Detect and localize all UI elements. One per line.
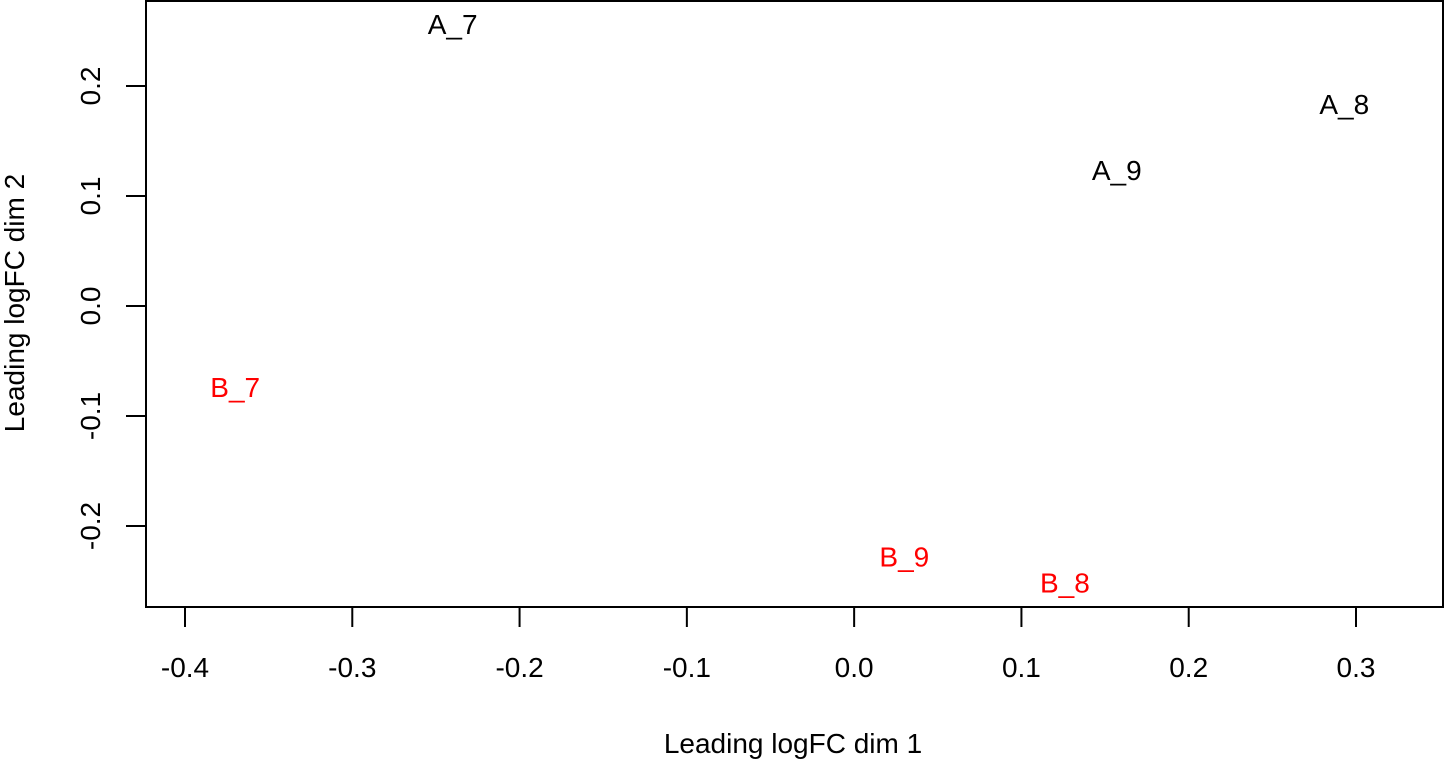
point-labels: A_7 A_8 A_9 B_7 B_9 B_8 (210, 9, 1369, 599)
point-label-b-7: B_7 (210, 372, 260, 403)
point-label-b-8: B_8 (1040, 568, 1090, 599)
point-label-a-8: A_8 (1319, 89, 1369, 120)
y-tick-label: 0.0 (75, 287, 106, 326)
x-tick-label: 0.1 (1002, 652, 1041, 683)
x-tick-label: -0.4 (161, 652, 209, 683)
x-tick-label: 0.3 (1337, 652, 1376, 683)
x-tick-label: -0.3 (328, 652, 376, 683)
y-axis: -0.2 -0.1 0.0 0.1 0.2 (75, 67, 147, 550)
y-tick-label: 0.1 (75, 177, 106, 216)
plot-frame (145, 0, 1444, 608)
point-label-a-7: A_7 (428, 9, 478, 40)
x-tick-label: -0.1 (663, 652, 711, 683)
point-label-b-9: B_9 (879, 541, 929, 572)
x-tick-label: 0.2 (1169, 652, 1208, 683)
y-tick-label: 0.2 (75, 67, 106, 106)
point-label-a-9: A_9 (1092, 155, 1142, 186)
x-tick-label: 0.0 (835, 652, 874, 683)
y-tick-label: -0.2 (75, 502, 106, 550)
x-axis: -0.4 -0.3 -0.2 -0.1 0.0 0.1 0.2 0.3 (161, 606, 1376, 683)
x-axis-title: Leading logFC dim 1 (664, 728, 922, 759)
y-tick-label: -0.1 (75, 392, 106, 440)
x-tick-label: -0.2 (495, 652, 543, 683)
y-axis-title: Leading logFC dim 2 (0, 174, 30, 432)
